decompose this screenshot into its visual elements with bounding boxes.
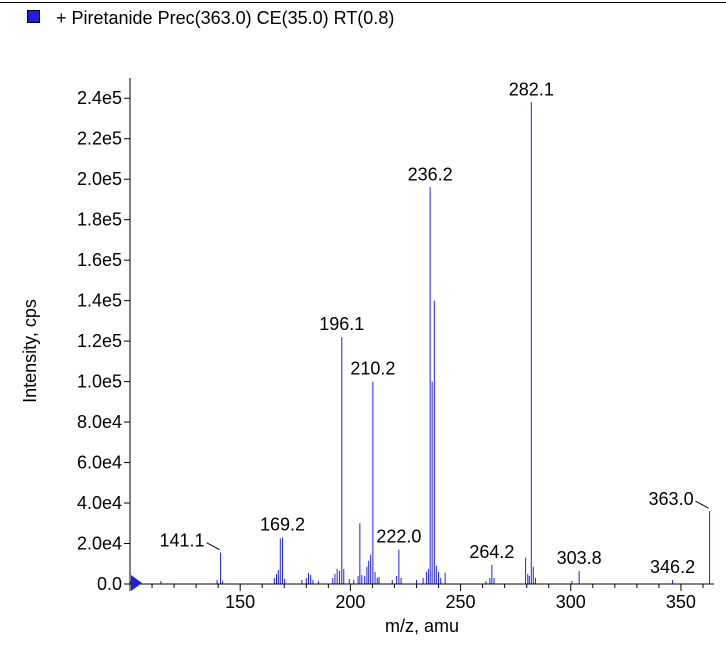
peak-label-6: 264.2 (469, 542, 514, 562)
axes-layer (129, 78, 714, 585)
y-tick-label-5: 1.0e5 (77, 372, 122, 392)
peak-label-leader-10 (695, 500, 709, 509)
top-border-line (0, 2, 726, 3)
y-tick-label-12: 2.4e5 (77, 88, 122, 108)
y-tick-label-6: 1.2e5 (77, 331, 122, 351)
y-tick-label-2: 4.0e4 (77, 493, 122, 513)
y-ticks: 0.0 2.0e4 4.0e4 6.0e4 8.0e4 1.0e5 1.2e5 1.4e5 1.… (77, 88, 130, 594)
peak-label-7: 282.1 (509, 79, 554, 99)
y-axis-label: Intensity, cps (20, 299, 40, 403)
baseline-marker-icon (131, 575, 142, 591)
legend-swatch (27, 10, 40, 23)
legend-label: + Piretanide Prec(363.0) CE(35.0) RT(0.8… (56, 8, 395, 28)
peak-label-0: 141.1 (160, 531, 205, 551)
x-tick-label-2: 250 (446, 592, 476, 612)
x-axis-label: m/z, amu (385, 616, 459, 636)
peak-label-10: 363.0 (649, 489, 694, 509)
y-tick-label-0: 0.0 (97, 574, 122, 594)
x-tick-label-1: 200 (335, 592, 365, 612)
x-ticks: 150 200 250 300 350 (129, 584, 704, 612)
y-tick-label-11: 2.2e5 (77, 129, 122, 149)
peak-label-8: 303.8 (557, 548, 602, 568)
peak-label-9: 346.2 (650, 557, 695, 577)
x-tick-label-3: 300 (556, 592, 586, 612)
y-tick-label-1: 2.0e4 (77, 534, 122, 554)
y-tick-label-9: 1.8e5 (77, 210, 122, 230)
peak-label-3: 210.2 (350, 359, 395, 379)
peak-label-leader-0 (206, 542, 220, 551)
y-tick-label-4: 8.0e4 (77, 412, 122, 432)
peak-label-1: 169.2 (260, 514, 305, 534)
y-tick-label-10: 2.0e5 (77, 169, 122, 189)
peak-label-5: 236.2 (408, 164, 453, 184)
peak-label-2: 196.1 (319, 314, 364, 334)
x-tick-label-0: 150 (225, 592, 255, 612)
y-tick-label-3: 6.0e4 (77, 453, 122, 473)
peak-label-4: 222.0 (376, 527, 421, 547)
peaks-layer (130, 102, 711, 584)
peak-annotations: 141.1 169.2 196.1 210.2 222.0 236.2 264.2 282.1… (160, 79, 709, 577)
y-tick-label-8: 1.6e5 (77, 250, 122, 270)
y-tick-label-7: 1.4e5 (77, 291, 122, 311)
x-tick-label-4: 350 (666, 592, 696, 612)
